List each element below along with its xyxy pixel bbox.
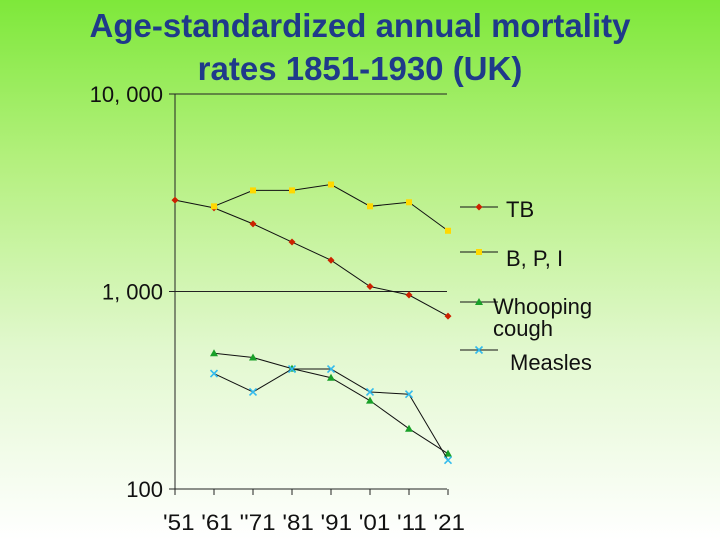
legend-marker-2 bbox=[475, 298, 483, 305]
data-point-s2-5 bbox=[366, 396, 374, 404]
y-tick-label-0: 100 bbox=[126, 477, 163, 502]
data-point-s2-2 bbox=[249, 353, 257, 361]
legend-label-3-0: Measles bbox=[510, 350, 592, 375]
legend-label-1-0: B, P, I bbox=[506, 246, 563, 271]
legend-label-2-0: Whooping bbox=[493, 294, 592, 319]
chart-title-line-2: rates 1851-1930 (UK) bbox=[197, 50, 523, 87]
data-point-s3-6 bbox=[404, 390, 414, 399]
data-point-s1-4 bbox=[328, 181, 334, 188]
legend-item-0: TB bbox=[460, 197, 534, 222]
data-point-s0-2 bbox=[249, 220, 257, 228]
x-tick-labels: '51 '61 ''71 '81 '91 '01 '11 '21 bbox=[163, 510, 465, 535]
legend-marker-3 bbox=[474, 345, 484, 355]
data-point-s3-5 bbox=[365, 387, 375, 397]
series-line-1 bbox=[213, 184, 449, 232]
data-point-s2-6 bbox=[405, 424, 413, 432]
legend-marker-0 bbox=[475, 203, 483, 211]
chart-title: Age-standardized annual mortality rates … bbox=[0, 4, 720, 90]
data-point-s1-3 bbox=[289, 187, 295, 194]
data-point-s3-3 bbox=[287, 364, 297, 374]
series-measles bbox=[209, 364, 453, 465]
data-point-s0-5 bbox=[366, 283, 374, 291]
data-point-s1-1 bbox=[211, 203, 217, 210]
data-point-s0-7 bbox=[444, 312, 452, 320]
legend-label-0-0: TB bbox=[506, 197, 534, 222]
legend-marker-1 bbox=[476, 249, 482, 255]
series-b-p-i bbox=[211, 181, 451, 234]
chart-title-line-1: Age-standardized annual mortality bbox=[89, 7, 631, 44]
data-point-s0-4 bbox=[327, 256, 335, 264]
x-tick-labels-text: '51 '61 ''71 '81 '91 '01 '11 '21 bbox=[163, 510, 465, 535]
legend-item-1: B, P, I bbox=[460, 246, 563, 271]
legend-label-2-1: cough bbox=[493, 316, 553, 341]
data-point-s0-0 bbox=[171, 196, 179, 204]
data-series bbox=[171, 181, 453, 465]
data-point-s0-6 bbox=[405, 291, 413, 299]
series-tb bbox=[171, 196, 452, 320]
data-point-s3-1 bbox=[209, 369, 219, 378]
axes bbox=[169, 93, 449, 495]
data-point-s0-3 bbox=[288, 238, 296, 246]
data-point-s3-2 bbox=[248, 387, 258, 397]
data-point-s1-5 bbox=[367, 203, 373, 210]
data-point-s3-4 bbox=[326, 364, 336, 374]
data-point-s1-7 bbox=[445, 227, 451, 234]
y-tick-labels: 100 1, 000 10, 000 bbox=[90, 82, 163, 502]
series-line-3 bbox=[213, 368, 449, 461]
series-whooping-cough bbox=[210, 349, 452, 457]
y-tick-label-1: 1, 000 bbox=[102, 280, 163, 305]
series-line-0 bbox=[174, 199, 449, 317]
data-point-s2-1 bbox=[210, 349, 218, 357]
data-point-s3-7 bbox=[443, 456, 453, 465]
legend-item-3: Measles bbox=[460, 345, 592, 375]
data-point-s2-4 bbox=[327, 373, 335, 381]
data-point-s2-7 bbox=[444, 449, 452, 457]
data-point-s1-6 bbox=[406, 199, 412, 206]
y-tick-label-2: 10, 000 bbox=[90, 82, 163, 107]
data-point-s1-2 bbox=[250, 187, 256, 194]
